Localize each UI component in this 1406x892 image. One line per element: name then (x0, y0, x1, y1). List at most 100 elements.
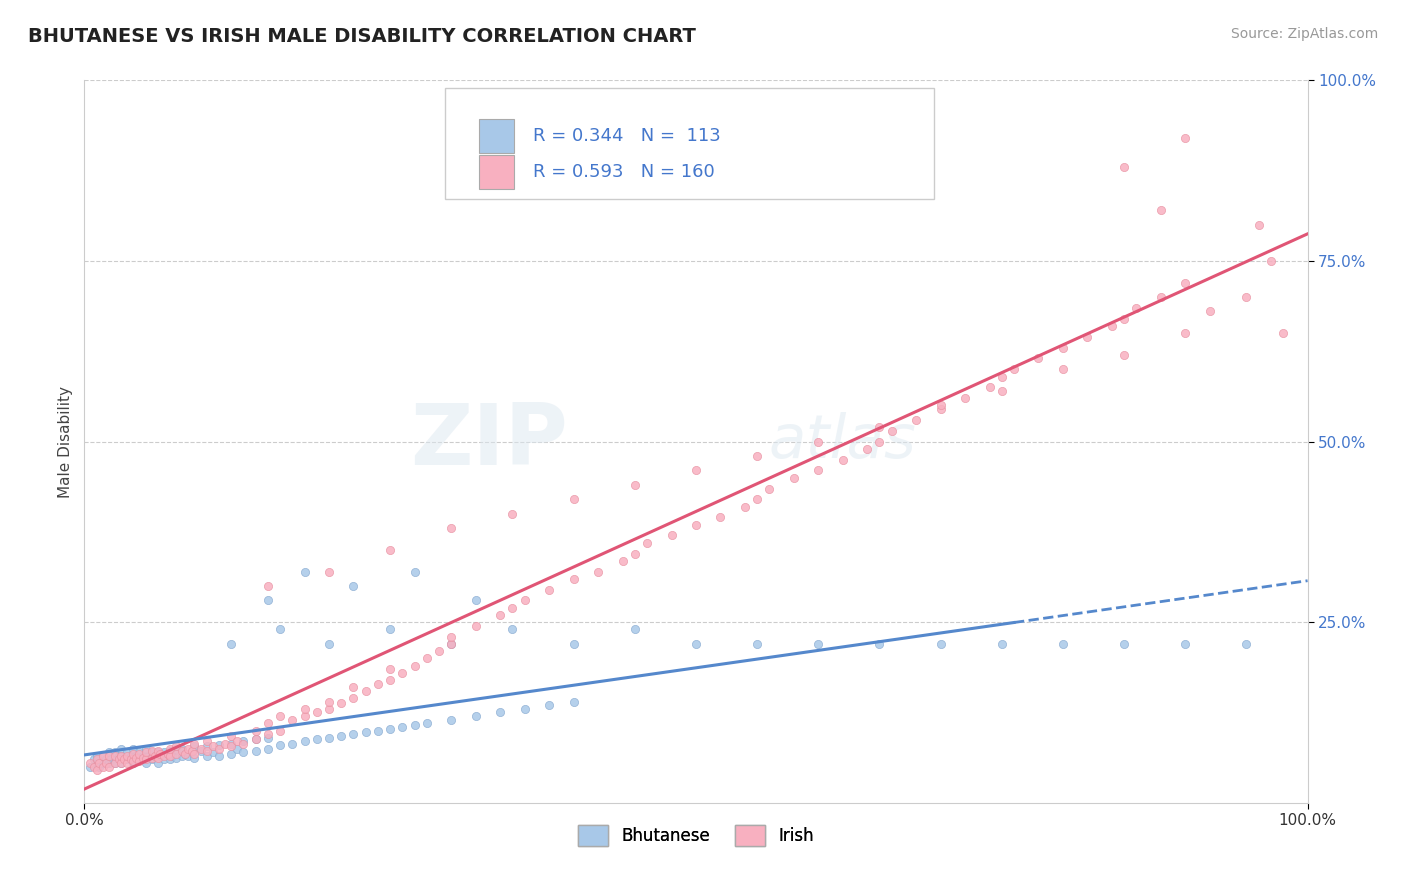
Point (513, 593, 536, 607)
Point (342, 691, 364, 706)
Point (173, 747, 195, 761)
Point (979, 380, 1001, 394)
FancyBboxPatch shape (446, 87, 935, 200)
Point (190, 741, 212, 756)
Point (294, 734, 316, 748)
Point (79, 756, 101, 770)
FancyBboxPatch shape (479, 119, 513, 153)
Point (502, 623, 524, 637)
Point (612, 554, 634, 568)
Point (661, 528, 683, 542)
Point (294, 565, 316, 579)
Point (562, 572, 585, 586)
Point (709, 510, 731, 524)
Point (195, 734, 218, 748)
Point (245, 744, 267, 758)
Point (318, 731, 340, 745)
Point (905, 413, 928, 427)
Point (110, 748, 132, 763)
Point (141, 752, 163, 766)
Point (1272, 326, 1295, 340)
Point (281, 713, 304, 727)
Point (1247, 218, 1270, 232)
Point (135, 741, 157, 756)
Point (416, 651, 439, 665)
Point (330, 729, 353, 743)
Point (294, 702, 316, 716)
Point (146, 756, 169, 770)
Point (624, 478, 647, 492)
Point (110, 748, 132, 763)
Point (122, 748, 145, 763)
Point (624, 623, 647, 637)
Point (636, 535, 658, 549)
Point (391, 720, 413, 734)
Point (135, 745, 157, 759)
Point (122, 747, 145, 761)
Text: BHUTANESE VS IRISH MALE DISABILITY CORRELATION CHART: BHUTANESE VS IRISH MALE DISABILITY CORRE… (28, 27, 696, 45)
Point (1114, 160, 1136, 174)
Point (562, 637, 585, 651)
Point (165, 741, 187, 756)
Point (110, 741, 132, 756)
Point (269, 738, 291, 752)
Point (156, 747, 179, 761)
Point (159, 741, 181, 756)
Point (226, 741, 249, 756)
Point (257, 731, 280, 745)
Point (869, 420, 891, 434)
Point (132, 748, 155, 763)
Point (122, 756, 145, 770)
Point (135, 752, 157, 766)
Point (83, 752, 105, 766)
Point (86, 756, 108, 770)
Point (245, 732, 267, 747)
Point (172, 748, 194, 763)
Point (91, 748, 114, 763)
Point (562, 492, 585, 507)
Point (685, 463, 707, 477)
Point (464, 619, 486, 633)
Point (440, 521, 463, 535)
Point (141, 745, 163, 759)
Point (562, 695, 585, 709)
Point (685, 517, 707, 532)
Point (354, 683, 377, 698)
Text: atlas: atlas (769, 412, 917, 471)
Point (1174, 326, 1197, 340)
Point (104, 756, 127, 770)
Point (440, 637, 463, 651)
Point (190, 744, 212, 758)
Point (440, 637, 463, 651)
Point (219, 729, 242, 743)
Point (156, 747, 179, 761)
Point (1114, 311, 1136, 326)
Point (128, 754, 150, 768)
Point (464, 593, 486, 607)
Point (100, 752, 122, 766)
Point (257, 579, 280, 593)
Point (146, 744, 169, 758)
Point (269, 623, 291, 637)
Point (294, 709, 316, 723)
Point (538, 582, 561, 597)
Point (502, 600, 524, 615)
Point (135, 748, 157, 763)
Point (1101, 318, 1123, 333)
Point (201, 739, 224, 754)
Point (404, 658, 426, 673)
Point (172, 744, 194, 758)
Point (153, 745, 176, 759)
Point (181, 745, 204, 759)
Point (489, 706, 512, 720)
Point (97, 745, 120, 759)
Point (165, 751, 187, 765)
Point (104, 756, 127, 770)
Point (219, 737, 242, 751)
Point (1174, 131, 1197, 145)
Point (502, 507, 524, 521)
Point (257, 593, 280, 607)
Point (1260, 253, 1282, 268)
Point (91, 760, 114, 774)
Point (380, 673, 402, 687)
